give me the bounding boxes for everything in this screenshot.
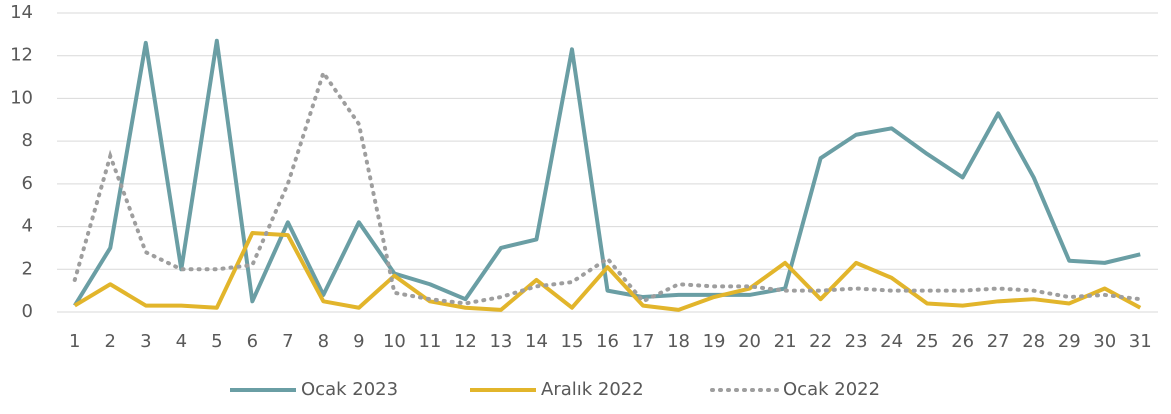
x-tick-label: 29 xyxy=(1058,331,1081,352)
x-tick-label: 10 xyxy=(383,331,406,352)
legend-label: Aralık 2022 xyxy=(541,379,644,400)
x-tick-label: 26 xyxy=(951,331,974,352)
x-tick-label: 21 xyxy=(774,331,797,352)
series-line xyxy=(72,68,1143,306)
x-tick-label: 30 xyxy=(1093,331,1116,352)
x-tick-label: 8 xyxy=(318,331,329,352)
x-tick-label: 18 xyxy=(667,331,690,352)
x-tick-label: 12 xyxy=(454,331,477,352)
x-tick-label: 24 xyxy=(880,331,903,352)
x-tick-label: 19 xyxy=(703,331,726,352)
y-tick-label: 4 xyxy=(22,216,33,237)
y-tick-label: 6 xyxy=(22,173,33,194)
x-tick-label: 28 xyxy=(1022,331,1045,352)
legend-label: Ocak 2022 xyxy=(783,379,880,400)
x-tick-label: 20 xyxy=(738,331,761,352)
x-tick-label: 6 xyxy=(247,331,258,352)
y-tick-label: 0 xyxy=(22,301,33,322)
x-tick-label: 16 xyxy=(596,331,619,352)
x-tick-label: 13 xyxy=(489,331,512,352)
y-tick-label: 12 xyxy=(10,45,33,66)
x-tick-label: 11 xyxy=(418,331,441,352)
x-tick-label: 4 xyxy=(176,331,187,352)
x-tick-label: 9 xyxy=(353,331,364,352)
y-tick-label: 8 xyxy=(22,130,33,151)
series-line xyxy=(73,230,1142,312)
x-tick-label: 14 xyxy=(525,331,548,352)
x-tick-label: 2 xyxy=(105,331,116,352)
x-tick-label: 31 xyxy=(1129,331,1152,352)
x-tick-label: 25 xyxy=(916,331,939,352)
x-tick-label: 17 xyxy=(632,331,655,352)
x-tick-label: 7 xyxy=(282,331,293,352)
legend-label: Ocak 2023 xyxy=(301,379,398,400)
y-tick-label: 10 xyxy=(10,87,33,108)
x-tick-label: 1 xyxy=(69,331,80,352)
series-line xyxy=(73,38,1141,307)
x-tick-label: 27 xyxy=(987,331,1010,352)
x-tick-label: 5 xyxy=(211,331,222,352)
x-tick-label: 3 xyxy=(140,331,151,352)
x-tick-label: 23 xyxy=(845,331,868,352)
x-tick-label: 22 xyxy=(809,331,832,352)
y-tick-label: 2 xyxy=(22,258,33,279)
x-tick-label: 15 xyxy=(561,331,584,352)
y-tick-label: 14 xyxy=(10,2,33,23)
